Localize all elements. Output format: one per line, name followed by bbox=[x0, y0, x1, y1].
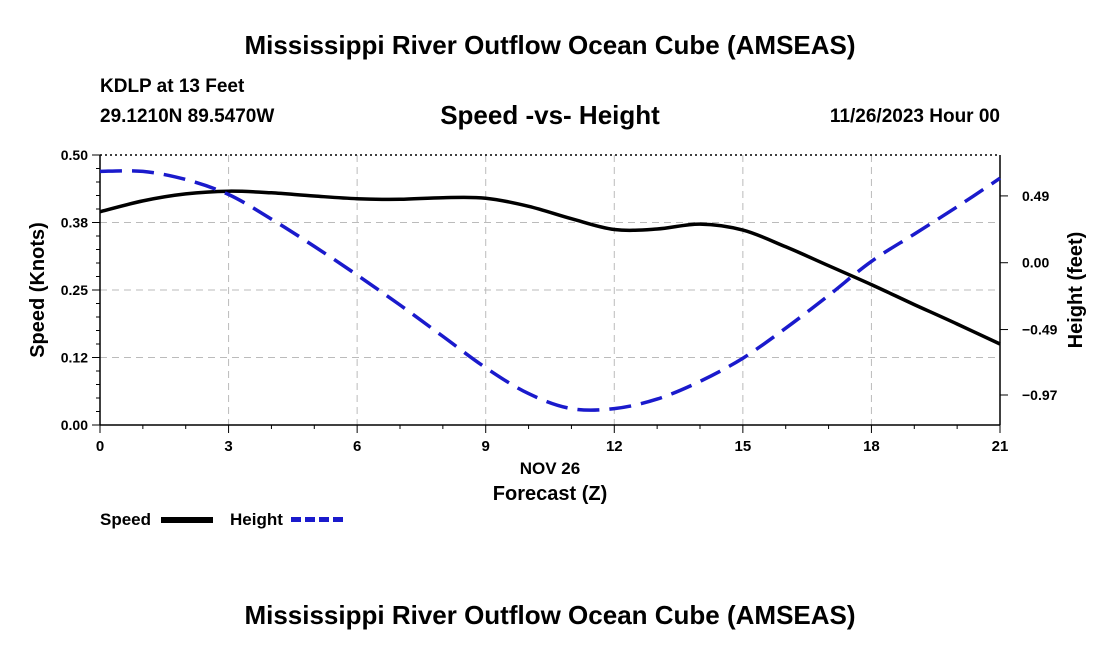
y2-tick-label: 0.49 bbox=[1022, 188, 1049, 204]
legend-height-label: Height bbox=[230, 510, 283, 529]
legend-speed-label: Speed bbox=[100, 510, 152, 529]
y2-tick-label: −0.49 bbox=[1022, 322, 1058, 338]
y-tick-label: 0.50 bbox=[61, 147, 88, 163]
y2-axis-title: Height (feet) bbox=[1065, 232, 1087, 349]
chart-main-title: Mississippi River Outflow Ocean Cube (AM… bbox=[244, 30, 856, 60]
x-tick-label: 15 bbox=[735, 438, 752, 455]
legend-speed-swatch bbox=[161, 517, 213, 523]
x-tick-label: 0 bbox=[96, 438, 104, 455]
y-axis-title: Speed (Knots) bbox=[27, 222, 49, 358]
x-tick-label: 9 bbox=[482, 438, 490, 455]
footer-title: Mississippi River Outflow Ocean Cube (AM… bbox=[244, 600, 856, 630]
x-tick-label: 12 bbox=[606, 438, 623, 455]
forecast-datetime: 11/26/2023 Hour 00 bbox=[829, 106, 1000, 127]
y-tick-label: 0.38 bbox=[61, 215, 88, 231]
x-tick-label: 6 bbox=[353, 438, 361, 455]
x-tick-label: 18 bbox=[863, 438, 880, 455]
y-tick-label: 0.00 bbox=[61, 417, 88, 433]
x-tick-label: 21 bbox=[992, 438, 1009, 455]
y2-tick-label: 0.00 bbox=[1022, 255, 1049, 271]
chart-subtitle: Speed -vs- Height bbox=[440, 100, 660, 130]
legend-height-swatch bbox=[291, 517, 343, 522]
station-label: KDLP at 13 Feet bbox=[100, 76, 245, 97]
x-axis-title: Forecast (Z) bbox=[493, 483, 607, 505]
x-tick-label: 3 bbox=[224, 438, 232, 455]
y-tick-label: 0.25 bbox=[61, 282, 88, 298]
series-line-speed bbox=[99, 189, 1001, 346]
station-coordinates: 29.1210N 89.5470W bbox=[100, 106, 275, 127]
x-date-label: NOV 26 bbox=[520, 459, 580, 478]
series-line-height bbox=[99, 169, 1001, 412]
y2-tick-label: −0.97 bbox=[1022, 387, 1058, 403]
y-tick-label: 0.12 bbox=[61, 350, 88, 366]
